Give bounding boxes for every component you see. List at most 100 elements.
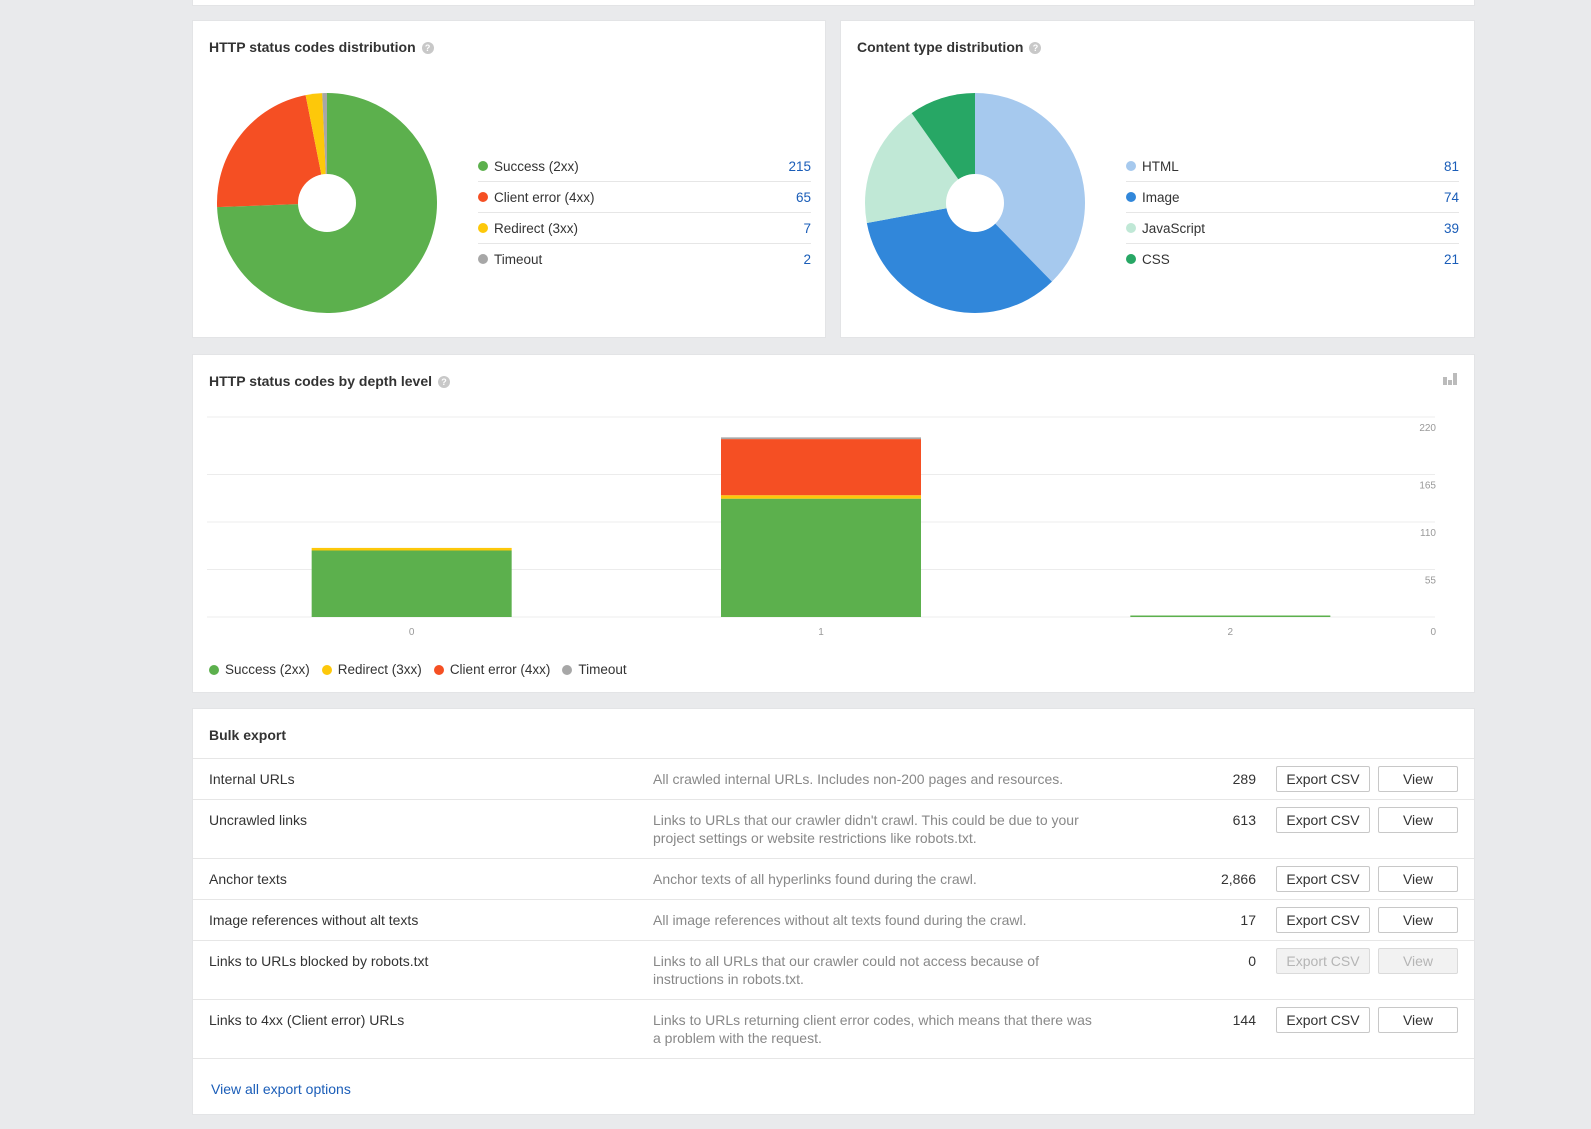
bar-segment-success-2xx[interactable] [721, 498, 921, 617]
legend-dot-icon [478, 161, 488, 171]
legend-value-link[interactable]: 2 [803, 251, 811, 267]
export-name: Links to 4xx (Client error) URLs [209, 1012, 405, 1028]
view-all-export-options-link[interactable]: View all export options [211, 1081, 351, 1097]
legend-value-link[interactable]: 39 [1443, 220, 1459, 236]
depth-level-card: HTTP status codes by depth level? 0 55 110… [192, 354, 1475, 693]
export-name: Uncrawled links [209, 812, 308, 828]
legend-item[interactable]: Timeout [562, 662, 627, 677]
legend-label: CSS [1142, 251, 1170, 267]
export-description: Links to URLs that our crawler didn't cr… [653, 812, 1079, 846]
export-count: 144 [1232, 1012, 1256, 1028]
view-button[interactable]: View [1378, 1007, 1458, 1033]
pie-slice-css[interactable] [911, 93, 975, 203]
donut-hole [946, 174, 1004, 232]
help-icon[interactable]: ? [438, 376, 451, 388]
bar-segment-success-2xx[interactable] [311, 550, 512, 618]
export-count: 613 [1232, 812, 1256, 828]
content-type-title: Content type distribution? [857, 39, 1042, 55]
pie-slice-html[interactable] [975, 93, 1085, 282]
depth-bar-chart: 0 55 110 165 220 0 1 2 [207, 416, 1436, 638]
view-button[interactable]: View [1378, 807, 1458, 833]
export-csv-button[interactable]: Export CSV [1276, 948, 1370, 974]
export-csv-button[interactable]: Export CSV [1276, 766, 1370, 792]
legend-label: Timeout [578, 662, 627, 677]
export-name: Links to URLs blocked by robots.txt [209, 953, 429, 969]
legend-dot-icon [1126, 254, 1136, 264]
bar-segment-redirect-3xx[interactable] [721, 495, 921, 499]
export-description: All crawled internal URLs. Includes non-… [653, 771, 1064, 787]
legend-row: Image 74 [1126, 182, 1459, 213]
export-count: 0 [1248, 953, 1256, 969]
legend-dot-icon [433, 664, 444, 675]
export-name: Internal URLs [209, 771, 295, 787]
legend-label: JavaScript [1142, 220, 1206, 236]
bar-segment-client-error-4xx[interactable] [721, 439, 921, 496]
export-description: All image references without alt texts f… [653, 912, 1027, 928]
bar-segment-success-2xx[interactable] [1130, 615, 1331, 618]
export-csv-button[interactable]: Export CSV [1276, 907, 1370, 933]
bar-chart-icon[interactable] [1442, 371, 1458, 385]
legend-row: Timeout 2 [478, 244, 811, 274]
export-csv-button[interactable]: Export CSV [1276, 1007, 1370, 1033]
legend-value-link[interactable]: 215 [788, 158, 811, 174]
export-count: 2,866 [1220, 871, 1256, 887]
legend-dot-icon [562, 664, 573, 675]
help-icon[interactable]: ? [1029, 42, 1042, 54]
legend-row: Client error (4xx) 65 [478, 182, 811, 213]
export-description: Links to all URLs that our crawler could… [653, 953, 1039, 987]
y-tick-label: 165 [1419, 481, 1436, 492]
pie-slice-image[interactable] [866, 203, 1052, 313]
legend-row: JavaScript 39 [1126, 213, 1459, 244]
y-tick-label: 110 [1420, 528, 1436, 539]
content-type-card: Content type distribution? HTML 81 Image 74… [840, 20, 1475, 338]
bulk-export-row: Anchor texts Anchor texts of all hyperlin… [193, 858, 1474, 900]
export-csv-button[interactable]: Export CSV [1276, 866, 1370, 892]
legend-label: Client error (4xx) [494, 189, 595, 205]
view-button[interactable]: View [1378, 907, 1458, 933]
bulk-export-card: Bulk export Internal URLs All crawled int… [192, 708, 1475, 1115]
depth-chart-legend: Success (2xx) Redirect (3xx) Client error … [209, 662, 627, 677]
legend-row: HTML 81 [1126, 151, 1459, 182]
legend-dot-icon [321, 664, 332, 675]
status-distribution-title-text: HTTP status codes distribution [209, 39, 416, 55]
bulk-export-title: Bulk export [209, 727, 287, 743]
help-icon[interactable]: ? [421, 42, 434, 54]
view-button[interactable]: View [1378, 766, 1458, 792]
legend-label: Client error (4xx) [449, 662, 551, 677]
legend-value-link[interactable]: 65 [795, 189, 811, 205]
bar-segment-redirect-3xx[interactable] [311, 547, 512, 551]
legend-dot-icon [478, 192, 488, 202]
export-count: 289 [1232, 771, 1256, 787]
content-type-pie-chart [865, 93, 1085, 313]
legend-value-link[interactable]: 81 [1443, 158, 1459, 174]
depth-level-title: HTTP status codes by depth level? [209, 373, 451, 389]
bar-segment-timeout[interactable] [721, 437, 921, 440]
status-distribution-title: HTTP status codes distribution? [209, 39, 434, 55]
pie-slice-client-error-4xx[interactable] [217, 95, 327, 208]
depth-level-title-text: HTTP status codes by depth level [209, 373, 433, 389]
status-pie-chart [217, 93, 437, 313]
x-tick-label: 1 [818, 627, 824, 638]
legend-value-link[interactable]: 74 [1443, 189, 1459, 205]
status-legend: Success (2xx) 215 Client error (4xx) 65 Redi… [478, 151, 811, 274]
legend-label: Success (2xx) [494, 158, 579, 174]
y-tick-label: 220 [1419, 423, 1436, 434]
export-csv-button[interactable]: Export CSV [1276, 807, 1370, 833]
legend-item[interactable]: Redirect (3xx) [321, 662, 422, 677]
legend-row: Success (2xx) 215 [478, 151, 811, 182]
view-button[interactable]: View [1378, 948, 1458, 974]
legend-dot-icon [209, 664, 219, 675]
legend-value-link[interactable]: 21 [1443, 251, 1459, 267]
export-name: Image references without alt texts [209, 912, 419, 928]
content-type-title-text: Content type distribution [857, 39, 1024, 55]
x-tick-label: 0 [409, 627, 415, 638]
previous-card-edge [192, 0, 1475, 6]
divider [193, 1058, 1474, 1059]
export-description: Links to URLs returning client error cod… [653, 1012, 1092, 1046]
legend-value-link[interactable]: 7 [803, 220, 811, 236]
view-button[interactable]: View [1378, 866, 1458, 892]
legend-item[interactable]: Client error (4xx) [433, 662, 551, 677]
legend-row: Redirect (3xx) 7 [478, 213, 811, 244]
export-count: 17 [1240, 912, 1256, 928]
legend-item[interactable]: Success (2xx) [209, 662, 310, 677]
